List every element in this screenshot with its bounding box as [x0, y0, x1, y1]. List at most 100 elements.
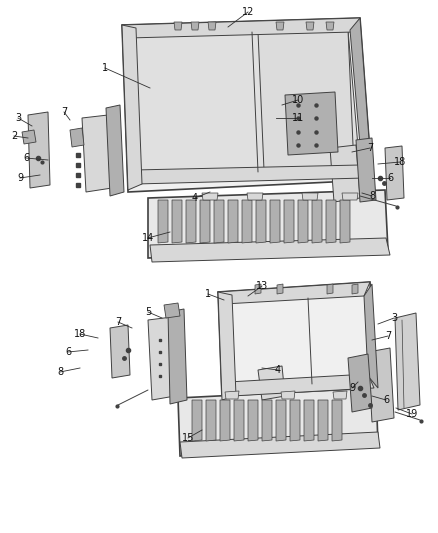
Text: 13: 13: [256, 281, 268, 291]
Text: 15: 15: [182, 433, 194, 443]
Polygon shape: [134, 30, 360, 180]
Text: 8: 8: [369, 191, 375, 201]
Polygon shape: [333, 391, 347, 399]
Polygon shape: [192, 400, 202, 441]
Text: 8: 8: [57, 367, 63, 377]
Text: 2: 2: [11, 131, 17, 141]
Polygon shape: [256, 200, 266, 243]
Polygon shape: [180, 432, 380, 458]
Polygon shape: [248, 400, 258, 441]
Polygon shape: [220, 400, 230, 441]
Polygon shape: [214, 200, 224, 243]
Text: 7: 7: [61, 107, 67, 117]
Polygon shape: [304, 400, 314, 441]
Polygon shape: [218, 292, 236, 400]
Text: 4: 4: [192, 193, 198, 203]
Polygon shape: [270, 200, 280, 243]
Polygon shape: [348, 354, 372, 412]
Polygon shape: [276, 400, 286, 441]
Polygon shape: [122, 18, 360, 38]
Polygon shape: [110, 325, 130, 378]
Polygon shape: [134, 165, 365, 184]
Polygon shape: [342, 193, 358, 200]
Polygon shape: [281, 391, 295, 399]
Text: 11: 11: [292, 113, 304, 123]
Polygon shape: [148, 190, 388, 258]
Text: 1: 1: [102, 63, 108, 73]
Text: 19: 19: [406, 409, 418, 419]
Polygon shape: [164, 303, 180, 318]
Polygon shape: [150, 238, 390, 262]
Polygon shape: [395, 313, 420, 410]
Polygon shape: [82, 115, 112, 192]
Text: 7: 7: [115, 317, 121, 327]
Text: 3: 3: [15, 113, 21, 123]
Polygon shape: [258, 30, 354, 170]
Polygon shape: [327, 284, 333, 294]
Polygon shape: [352, 284, 358, 294]
Polygon shape: [225, 391, 239, 399]
Polygon shape: [330, 145, 360, 202]
Polygon shape: [290, 400, 300, 441]
Text: 9: 9: [17, 173, 23, 183]
Polygon shape: [172, 200, 182, 243]
Text: 18: 18: [74, 329, 86, 339]
Polygon shape: [350, 18, 372, 180]
Polygon shape: [28, 112, 50, 188]
Polygon shape: [368, 348, 394, 422]
Polygon shape: [148, 317, 175, 400]
Polygon shape: [277, 284, 283, 294]
Polygon shape: [22, 130, 36, 144]
Polygon shape: [228, 200, 238, 243]
Polygon shape: [285, 92, 338, 155]
Polygon shape: [385, 146, 404, 200]
Polygon shape: [208, 22, 216, 30]
Polygon shape: [318, 400, 328, 441]
Polygon shape: [326, 22, 334, 30]
Polygon shape: [364, 284, 378, 388]
Text: 12: 12: [242, 7, 254, 17]
Polygon shape: [228, 374, 374, 396]
Polygon shape: [340, 200, 350, 243]
Polygon shape: [332, 400, 342, 441]
Text: 18: 18: [394, 157, 406, 167]
Text: 9: 9: [349, 383, 355, 393]
Polygon shape: [276, 22, 284, 30]
Polygon shape: [326, 200, 336, 243]
Text: 5: 5: [145, 307, 151, 317]
Text: 14: 14: [142, 233, 154, 243]
Text: 3: 3: [391, 313, 397, 323]
Polygon shape: [218, 282, 376, 398]
Polygon shape: [302, 193, 318, 200]
Polygon shape: [298, 200, 308, 243]
Text: 10: 10: [292, 95, 304, 105]
Polygon shape: [255, 284, 261, 294]
Polygon shape: [306, 22, 314, 30]
Polygon shape: [178, 388, 378, 456]
Text: 7: 7: [385, 331, 391, 341]
Polygon shape: [186, 200, 196, 243]
Text: 7: 7: [367, 143, 373, 153]
Polygon shape: [174, 22, 182, 30]
Text: 6: 6: [65, 347, 71, 357]
Text: 1: 1: [205, 289, 211, 299]
Polygon shape: [234, 400, 244, 441]
Polygon shape: [262, 400, 272, 441]
Polygon shape: [218, 282, 370, 304]
Polygon shape: [206, 400, 216, 441]
Polygon shape: [312, 200, 322, 243]
Text: 6: 6: [387, 173, 393, 183]
Polygon shape: [356, 138, 376, 202]
Polygon shape: [202, 193, 218, 200]
Text: 6: 6: [383, 395, 389, 405]
Text: 6: 6: [23, 153, 29, 163]
Polygon shape: [191, 22, 199, 30]
Polygon shape: [122, 18, 372, 192]
Polygon shape: [247, 193, 263, 200]
Polygon shape: [158, 200, 168, 243]
Polygon shape: [258, 366, 285, 400]
Polygon shape: [122, 25, 142, 190]
Polygon shape: [284, 200, 294, 243]
Polygon shape: [106, 105, 124, 196]
Polygon shape: [70, 128, 84, 147]
